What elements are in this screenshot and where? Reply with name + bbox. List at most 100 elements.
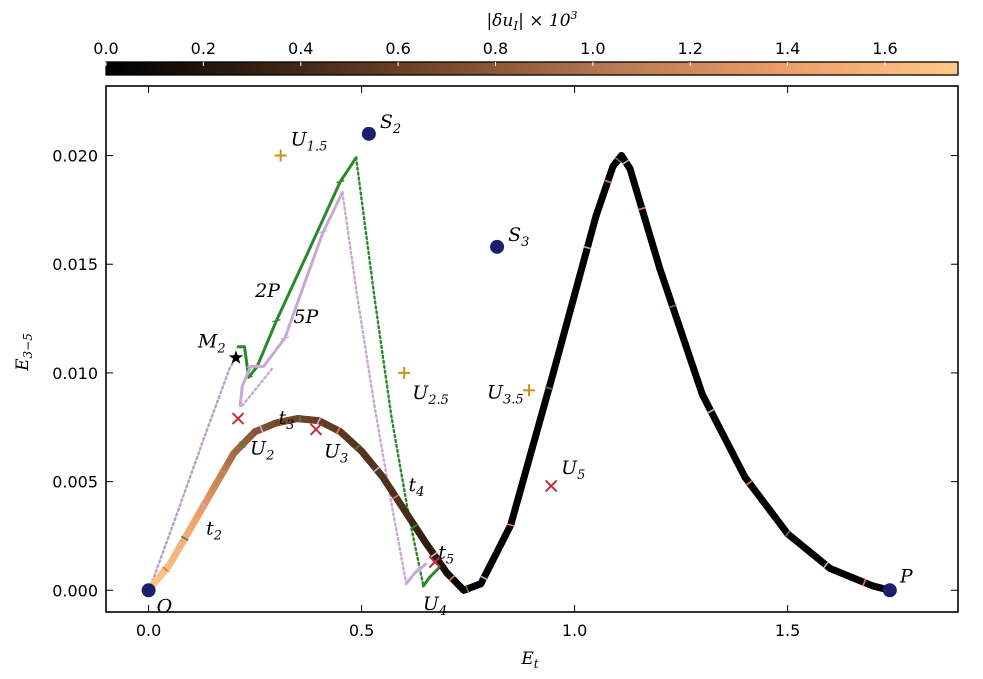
unstable-cross: [309, 423, 323, 436]
colorbar-tick-label: 0.4: [288, 39, 313, 58]
saddle-point: [361, 126, 376, 141]
colorbar-label: |δuI| × 103: [486, 9, 577, 33]
main-path-tick: [637, 206, 646, 211]
y-axis-label: E3−5: [13, 333, 35, 372]
main-path-tick: [621, 159, 630, 165]
unstable-cross-label: U2: [250, 438, 274, 464]
saddle-point: [490, 239, 505, 254]
main-path-tick: [219, 469, 228, 475]
y-tick-label: 0.000: [52, 581, 98, 600]
unstable-cross: [231, 412, 245, 425]
main-path-tick: [745, 479, 753, 486]
main-path-tick: [200, 502, 208, 508]
colorbar-tick-label: 1.0: [580, 39, 605, 58]
main-path-tick: [784, 530, 791, 538]
main-path-tick: [180, 535, 189, 542]
y-tick-label: 0.020: [52, 147, 98, 166]
main-path-tick: [544, 386, 554, 390]
annotations: S2 S3 O P M2 U2 U3 U4 U5 U1.5 U2.5 U3.5 t2 t3 t4 t5 2P 5P: [141, 111, 914, 619]
main-path-tick: [238, 441, 246, 449]
branch-tick: [246, 364, 256, 369]
endpoint-label: P: [899, 565, 914, 587]
main-path-tick: [583, 245, 592, 250]
main-path-tick: [259, 424, 264, 433]
branch-tick: [319, 229, 328, 234]
plot-area: S2 S3 O P M2 U2 U3 U4 U5 U1.5 U2.5 U3.5 t2 t3 t4 t5 2P 5P…: [52, 85, 959, 640]
branch-tick: [272, 319, 281, 323]
time-label: t5: [438, 542, 454, 568]
unstable-plus: [274, 149, 287, 162]
endpoint: [882, 583, 897, 598]
main-path-tick: [354, 443, 361, 451]
colorbar: |δuI| × 103 0.0 0.2 0.4 0.6 0.8 1.0 1.2 1.4 1.6: [93, 9, 959, 76]
branch-solid-5: [404, 562, 427, 586]
endpoint-label: O: [157, 595, 173, 617]
axis-tick-labels: 0.0 0.5 1.0 1.5 0.000 0.005 0.010 0.015 0.020: [52, 147, 800, 640]
main-path-tick: [298, 414, 302, 423]
colorbar-bar: [105, 61, 959, 76]
branch-tick: [280, 336, 290, 340]
colorbar-tick-label: 0.8: [483, 39, 508, 58]
plot-frame: [105, 85, 959, 613]
axis-ticks: [106, 86, 958, 612]
branch-dotted-4: [341, 191, 408, 585]
colorbar-ticks: [105, 62, 886, 66]
colorbar-tick-labels: 0.0 0.2 0.4 0.6 0.8 1.0 1.2 1.4 1.6: [93, 39, 897, 58]
unstable-cross: [428, 555, 442, 569]
main-path-tick: [411, 523, 419, 530]
unstable-cross-label: U3: [324, 440, 348, 466]
unstable-plus-label: U2.5: [412, 382, 449, 408]
unstable-cross: [544, 479, 558, 493]
main-path-tick: [862, 578, 867, 587]
y-tick-label: 0.015: [52, 255, 98, 274]
minimum-label: M2: [197, 331, 226, 357]
unstable-plus: [398, 366, 411, 379]
colorbar-tick-label: 0.2: [191, 39, 216, 58]
colorbar-tick-label: 1.4: [775, 39, 800, 58]
main-path-tick: [706, 408, 715, 414]
x-tick-label: 1.5: [775, 621, 800, 640]
branch-solid-2: [421, 567, 440, 588]
main-path-tick: [372, 466, 381, 473]
branch-solid-3: [238, 191, 344, 407]
unstable-cross-label: U4: [423, 593, 447, 619]
colorbar-tick-label: 1.2: [678, 39, 703, 58]
main-path-tick: [316, 416, 322, 425]
minimum-star: [228, 350, 244, 364]
path-label: 5P: [293, 306, 319, 328]
time-label: t4: [408, 474, 424, 500]
saddle-point-label: S3: [508, 224, 529, 250]
main-path-tick: [479, 575, 488, 581]
branch-dotted-6: [149, 356, 238, 588]
colorbar-tick-label: 0.0: [93, 39, 118, 58]
x-axis-label: Et: [520, 649, 538, 671]
path-label: 2P: [254, 280, 281, 302]
cross-stroke: [544, 479, 558, 493]
branch-dotted-1: [354, 156, 425, 588]
main-path-tick: [603, 179, 612, 184]
y-tick-label: 0.005: [52, 473, 98, 492]
main-path-tick: [822, 561, 830, 569]
main-path-tick: [335, 426, 341, 435]
cross-stroke: [428, 555, 442, 569]
main-path-tick: [465, 584, 470, 593]
unstable-plus: [523, 384, 536, 397]
saddle-point-label: S2: [380, 111, 401, 137]
unstable-plus-label: U1.5: [291, 129, 328, 155]
branch-solid-0: [236, 156, 358, 379]
unstable-cross-label: U5: [561, 457, 585, 483]
main-path-tick: [448, 574, 456, 582]
x-tick-label: 0.5: [349, 621, 374, 640]
colorbar-tick-label: 0.6: [385, 39, 410, 58]
main-path-tick: [614, 156, 622, 163]
main-path-tick: [279, 417, 283, 427]
time-label: t3: [279, 407, 295, 433]
main-path-tick: [162, 566, 170, 573]
time-label: t2: [206, 518, 222, 544]
main-path-tick: [506, 523, 515, 527]
branch-tick: [336, 179, 345, 184]
main-path-tick: [430, 551, 438, 558]
cross-stroke: [309, 423, 323, 436]
x-tick-label: 0.0: [136, 621, 161, 640]
